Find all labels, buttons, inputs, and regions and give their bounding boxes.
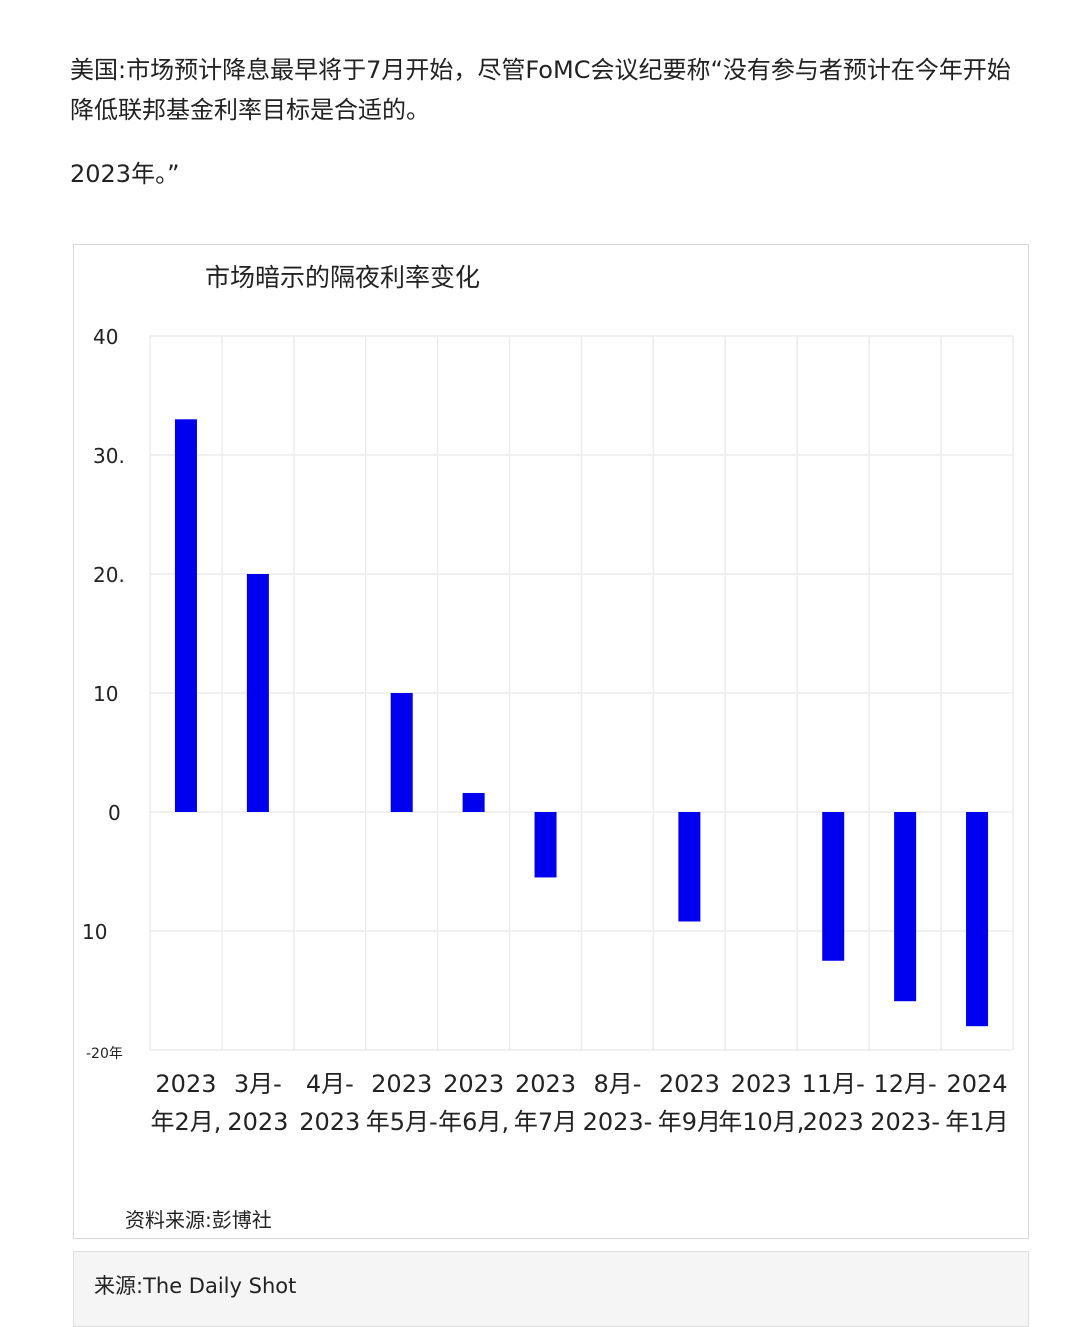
bar bbox=[966, 812, 989, 1027]
bar bbox=[822, 812, 845, 961]
x-tick-label: 2023 年5月- bbox=[366, 1070, 438, 1136]
x-tick-label: 4月-2023 bbox=[299, 1070, 360, 1136]
bar bbox=[894, 812, 917, 1002]
x-tick-label: 2023 年7月 bbox=[514, 1070, 577, 1136]
bar bbox=[390, 693, 413, 812]
x-tick-label: 2023 年6月, bbox=[438, 1070, 509, 1136]
chart-container bbox=[73, 244, 1029, 1239]
bar bbox=[462, 792, 485, 812]
x-tick-label: 2023 年10月, bbox=[718, 1070, 804, 1136]
y-tick-label: -20年 bbox=[86, 1046, 123, 1062]
y-tick-label: 10 bbox=[82, 920, 107, 944]
x-tick-label: 12月-2023- bbox=[870, 1070, 940, 1136]
y-tick-label: 30. bbox=[93, 444, 125, 468]
article-paragraph: 美国:市场预计降息最早将于7月开始，尽管FoMC会议纪要称“没有参与者预计在今年… bbox=[70, 56, 1011, 124]
bar bbox=[246, 574, 269, 812]
y-tick-label: 0 bbox=[108, 801, 121, 825]
x-tick-label: 3月-2023 bbox=[227, 1070, 288, 1136]
y-tick-label: 20. bbox=[93, 563, 125, 587]
x-tick-label: 2023 年2月, bbox=[151, 1070, 222, 1136]
x-tick-label: 2023 年9月 bbox=[658, 1070, 721, 1136]
x-tick-label: 8月-2023- bbox=[583, 1070, 653, 1136]
y-tick-label: 40 bbox=[93, 325, 118, 349]
y-tick-label: 10 bbox=[93, 682, 118, 706]
bar bbox=[678, 812, 701, 922]
footer-source: 来源:The Daily Shot bbox=[94, 1274, 297, 1298]
bar bbox=[174, 419, 197, 812]
bar bbox=[534, 812, 557, 878]
article-paragraph: 2023年。” bbox=[70, 160, 180, 188]
x-tick-label: 11月-2023 bbox=[802, 1070, 865, 1136]
footer-source-box: 来源:The Daily Shot bbox=[73, 1251, 1029, 1327]
x-tick-label: 2024 年1月 bbox=[945, 1070, 1008, 1136]
chart-title: 市场暗示的隔夜利率变化 bbox=[205, 263, 481, 292]
chart-source: 资料来源:彭博社 bbox=[125, 1208, 272, 1232]
